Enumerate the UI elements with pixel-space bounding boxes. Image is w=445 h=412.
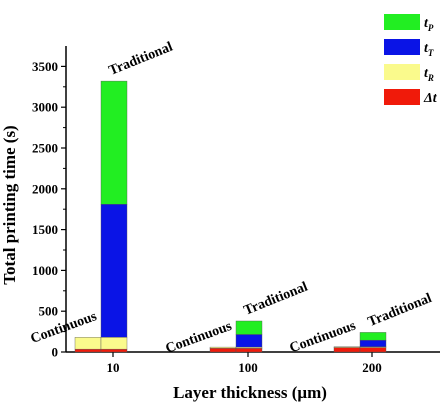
- y-tick-label: 2000: [32, 181, 58, 196]
- x-tick-label: 100: [238, 360, 258, 375]
- bar-segment-t_r: [100, 337, 128, 350]
- bar-segment-delta-t: [100, 348, 128, 353]
- bar-label: Traditional: [107, 40, 175, 79]
- y-axis-title: Total printing time (s): [0, 125, 19, 284]
- x-tick-label: 10: [107, 360, 120, 375]
- bar-segment-delta-t: [209, 348, 237, 353]
- y-tick-label: 0: [52, 345, 59, 360]
- legend: tP tT tR Δt: [384, 14, 438, 106]
- legend-swatch: [384, 64, 420, 80]
- bar-segment-delta-t: [235, 348, 263, 353]
- y-tick-label: 3000: [32, 100, 58, 115]
- bar-segment-t_p: [100, 80, 128, 205]
- y-tick-label: 2500: [32, 141, 58, 156]
- legend-swatch: [384, 14, 420, 30]
- legend-label: tT: [424, 41, 434, 58]
- bar-segment-t_p: [235, 320, 263, 335]
- bar-label: Traditional: [242, 279, 310, 318]
- bar-segment-delta-t: [333, 347, 361, 353]
- bar-segment-t_t: [100, 204, 128, 338]
- x-tick-label: 200: [362, 360, 382, 375]
- bar-segment-t_r: [209, 346, 237, 349]
- legend-label: tR: [424, 66, 434, 83]
- legend-label: tP: [424, 16, 434, 33]
- bar-segment-delta-t: [359, 347, 387, 353]
- legend-label: Δt: [423, 91, 438, 106]
- bar-label: Traditional: [366, 291, 434, 330]
- bar-segment-t_r: [333, 346, 361, 348]
- bar-segment-delta-t: [74, 348, 102, 353]
- legend-swatch: [384, 89, 420, 105]
- y-tick-label: 1500: [32, 222, 58, 237]
- bar-segment-t_t: [235, 334, 263, 348]
- y-tick-label: 1000: [32, 263, 58, 278]
- bar-segment-t_p: [359, 332, 387, 341]
- y-tick-label: 3500: [32, 59, 58, 74]
- x-axis-title: Layer thickness (μm): [173, 383, 327, 402]
- legend-swatch: [384, 39, 420, 55]
- bar-segment-t_r: [74, 337, 102, 350]
- bar-segment-t_t: [359, 339, 387, 347]
- y-tick-label: 500: [39, 304, 59, 319]
